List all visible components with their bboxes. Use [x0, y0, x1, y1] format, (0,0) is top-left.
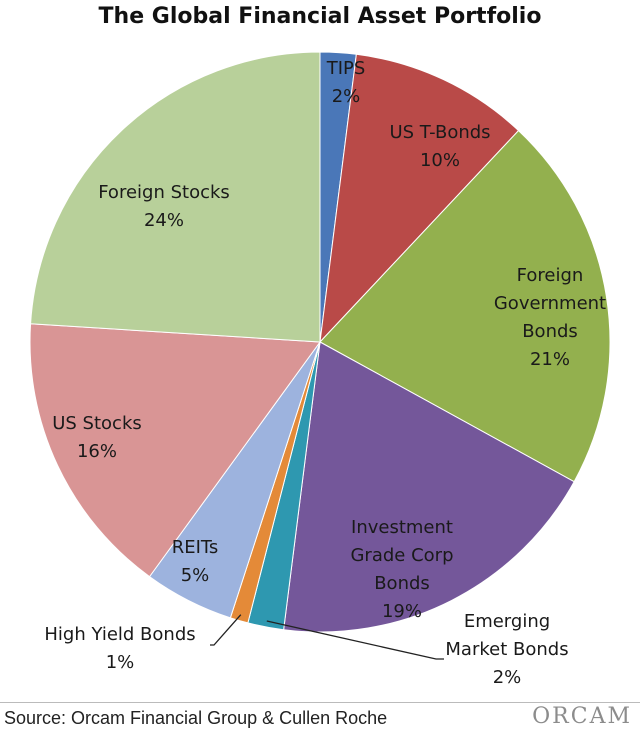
slice-label-us-stocks: US Stocks 16%	[52, 413, 142, 462]
pie-slice-investment-grade-corp-bonds	[283, 341, 575, 633]
slice-label-high-yield-bonds: High Yield Bonds 1%	[44, 624, 195, 673]
pie-slice-foreign-government-bonds	[319, 129, 611, 483]
slice-label-emerging-market-bonds: Emerging Market Bonds 2%	[445, 611, 568, 688]
leader-lines	[210, 614, 444, 660]
leader-line-emerging-market-bonds	[266, 620, 444, 660]
pie-slice-us-stocks	[29, 323, 321, 578]
slice-label-foreign-stocks: Foreign Stocks 24%	[98, 182, 230, 231]
footer-divider	[0, 702, 640, 703]
slice-labels: TIPS 2% US T-Bonds 10% Foreign Government Bond…	[44, 58, 606, 688]
pie-slices	[29, 51, 611, 633]
slice-label-foreign-government-bonds: Foreign Government Bonds 21%	[494, 265, 606, 370]
source-note: Source: Orcam Financial Group & Cullen R…	[4, 708, 388, 728]
slice-label-tips: TIPS 2%	[326, 58, 366, 107]
chart-title: The Global Financial Asset Portfolio	[98, 4, 542, 29]
leader-line-high-yield-bonds	[210, 614, 242, 646]
slice-label-reits: REITs 5%	[172, 537, 219, 586]
pie-slice-foreign-stocks	[30, 51, 321, 343]
slice-label-us-t-bonds: US T-Bonds 10%	[389, 122, 490, 171]
orcam-logo: ORCAM	[532, 704, 632, 729]
pie-slice-us-t-bonds	[319, 53, 520, 344]
slice-label-investment-grade-corp-bonds: Investment Grade Corp Bonds 19%	[350, 517, 453, 622]
